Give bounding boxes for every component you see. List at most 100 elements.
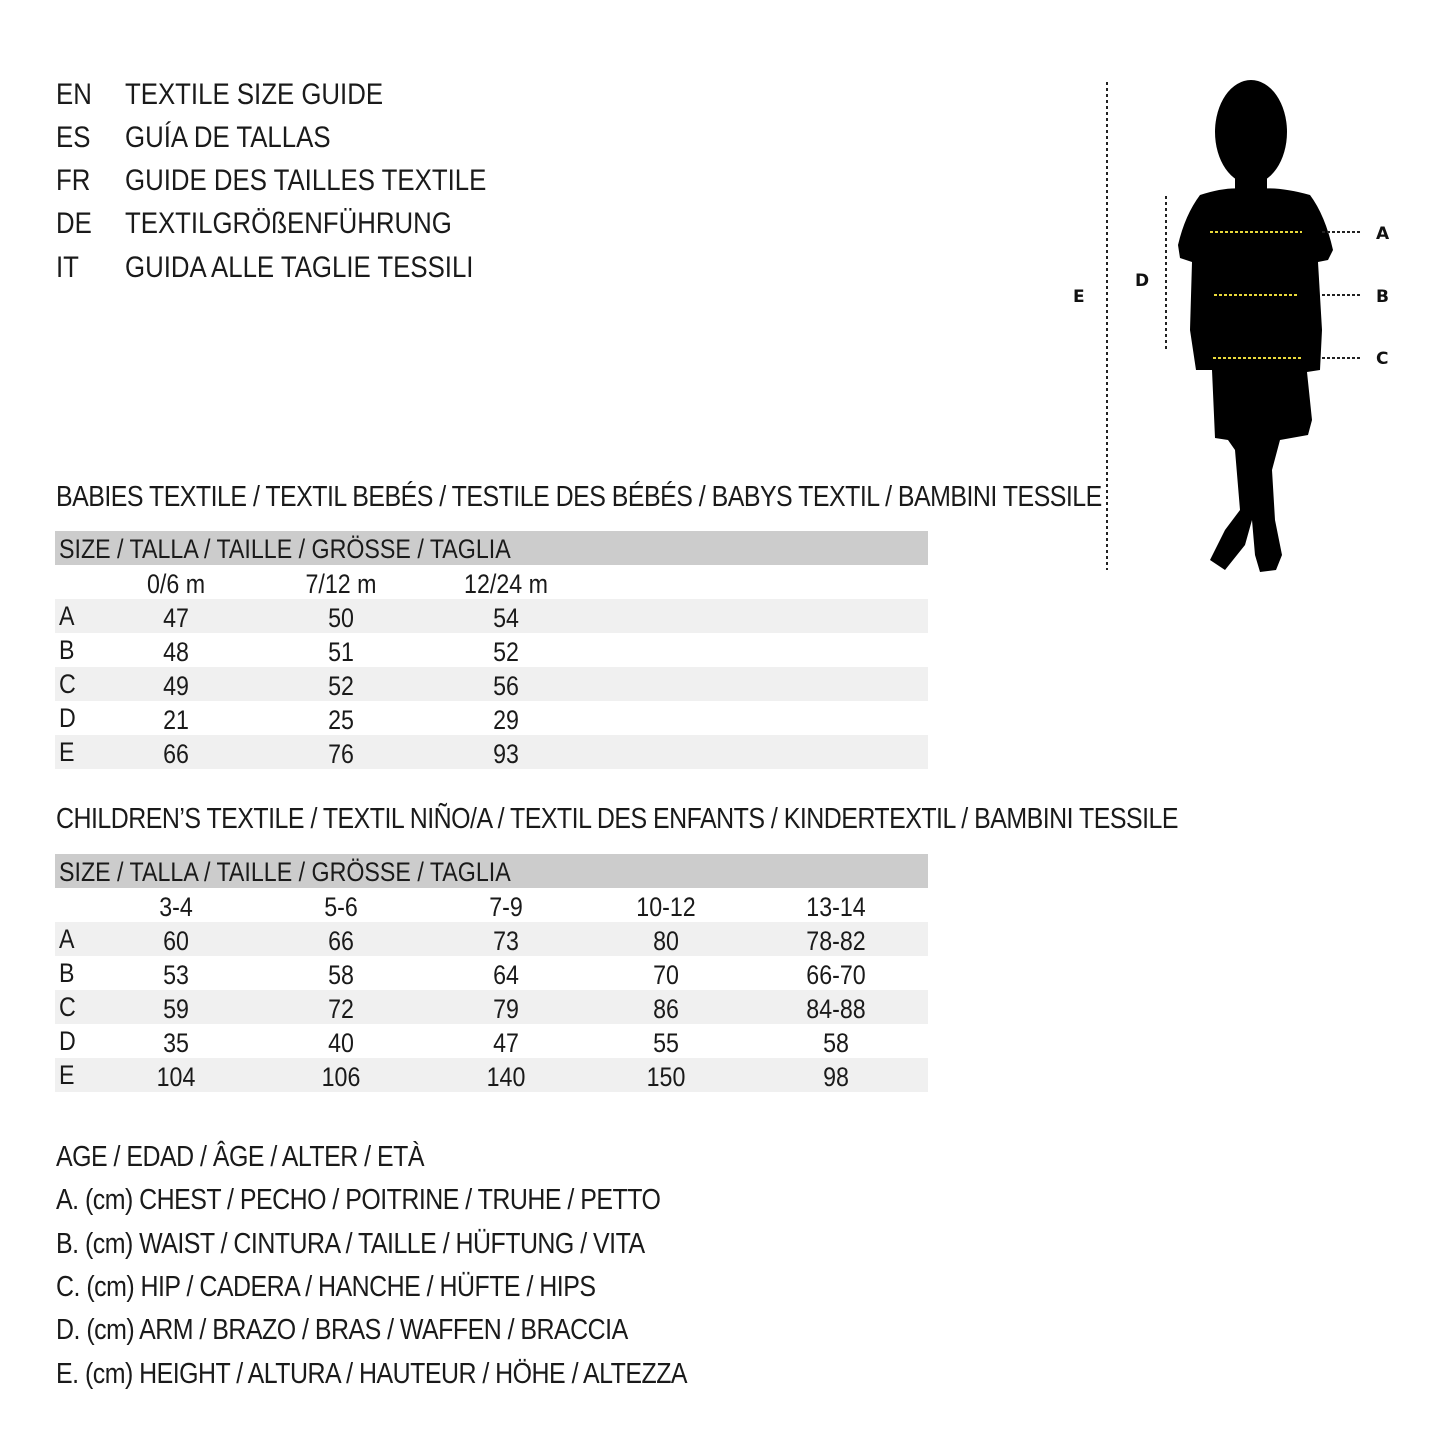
label-b: B [1376, 287, 1389, 307]
column-header: 7-9 [489, 892, 523, 922]
title-text: TEXTILE SIZE GUIDE [125, 78, 384, 111]
table-cell: 35 [163, 1028, 189, 1058]
table-cell: 66 [163, 739, 189, 769]
lang-code: DE [56, 207, 92, 240]
table-cell: 150 [646, 1062, 686, 1092]
label-e: E [1073, 287, 1085, 307]
table-cell: 58 [328, 960, 354, 990]
row-label: B [59, 958, 75, 988]
table-cell: 79 [493, 994, 519, 1024]
table-cell: 59 [163, 994, 189, 1024]
size-header-band: SIZE / TALLA / TAILLE / GRÖSSE / TAGLIA [55, 854, 928, 888]
table-cell: 51 [328, 637, 354, 667]
table-cell: 66 [328, 926, 354, 956]
table-row: B 48 51 52 [55, 633, 928, 667]
lang-code: EN [56, 78, 92, 111]
column-header: 12/24 m [464, 569, 548, 599]
table-cell: 60 [163, 926, 189, 956]
lang-code: FR [56, 164, 91, 197]
column-header-row: 3-4 5-6 7-9 10-12 13-14 [55, 888, 928, 922]
child-silhouette-icon [1178, 80, 1333, 573]
table-cell: 52 [493, 637, 519, 667]
table-cell: 25 [328, 705, 354, 735]
children-section-title: CHILDREN’S TEXTILE / TEXTIL NIÑO/A / TEX… [56, 803, 1179, 835]
label-c: C [1376, 349, 1388, 369]
table-cell: 21 [163, 705, 189, 735]
title-text: GUIDE DES TAILLES TEXTILE [125, 164, 487, 197]
size-header-band: SIZE / TALLA / TAILLE / GRÖSSE / TAGLIA [55, 531, 928, 565]
column-header: 0/6 m [146, 569, 206, 599]
legend-age: AGE / EDAD / ÂGE / ALTER / ETÀ [56, 1141, 424, 1173]
lang-code: IT [56, 251, 79, 284]
row-label: E [59, 737, 75, 767]
table-cell: 48 [163, 637, 189, 667]
table-cell: 47 [493, 1028, 519, 1058]
table-row: A 60 66 73 80 78-82 [55, 922, 928, 956]
title-text: GUÍA DE TALLAS [125, 121, 331, 154]
table-cell: 64 [493, 960, 519, 990]
table-cell: 58 [823, 1028, 849, 1058]
table-cell: 72 [328, 994, 354, 1024]
label-d: D [1135, 271, 1149, 291]
table-cell: 106 [321, 1062, 361, 1092]
table-cell: 93 [493, 739, 519, 769]
table-cell: 104 [156, 1062, 196, 1092]
table-cell: 56 [493, 671, 519, 701]
size-header: SIZE / TALLA / TAILLE / GRÖSSE / TAGLIA [59, 534, 511, 564]
babies-size-table: SIZE / TALLA / TAILLE / GRÖSSE / TAGLIA 0… [55, 531, 928, 769]
column-header: 13-14 [806, 892, 866, 922]
table-cell: 84-88 [806, 994, 866, 1024]
table-row: E 104 106 140 150 98 [55, 1058, 928, 1092]
table-cell: 98 [823, 1062, 849, 1092]
table-cell: 66-70 [806, 960, 866, 990]
table-cell: 73 [493, 926, 519, 956]
table-row: D 35 40 47 55 58 [55, 1024, 928, 1058]
row-label: A [59, 601, 75, 631]
table-cell: 54 [493, 603, 519, 633]
column-header: 5-6 [324, 892, 358, 922]
legend-arm: D. (cm) ARM / BRAZO / BRAS / WAFFEN / BR… [56, 1314, 628, 1346]
table-cell: 40 [328, 1028, 354, 1058]
table-cell: 55 [653, 1028, 679, 1058]
title-text: GUIDA ALLE TAGLIE TESSILI [125, 251, 474, 284]
row-label: B [59, 635, 75, 665]
row-label: E [59, 1060, 75, 1090]
table-cell: 76 [328, 739, 354, 769]
table-cell: 70 [653, 960, 679, 990]
children-size-table: SIZE / TALLA / TAILLE / GRÖSSE / TAGLIA 3… [55, 854, 928, 1092]
column-header: 7/12 m [305, 569, 377, 599]
table-cell: 140 [486, 1062, 526, 1092]
lang-code: ES [56, 121, 91, 154]
table-row: C 59 72 79 86 84-88 [55, 990, 928, 1024]
table-row: A 47 50 54 [55, 599, 928, 633]
column-header-row: 0/6 m 7/12 m 12/24 m [55, 565, 928, 599]
table-cell: 86 [653, 994, 679, 1024]
table-cell: 78-82 [806, 926, 866, 956]
column-header: 3-4 [159, 892, 193, 922]
table-row: D 21 25 29 [55, 701, 928, 735]
label-a: A [1376, 224, 1390, 244]
table-row: E 66 76 93 [55, 735, 928, 769]
table-cell: 53 [163, 960, 189, 990]
table-row: B 53 58 64 70 66-70 [55, 956, 928, 990]
legend-waist: B. (cm) WAIST / CINTURA / TAILLE / HÜFTU… [56, 1228, 645, 1260]
table-cell: 50 [328, 603, 354, 633]
column-header: 10-12 [636, 892, 696, 922]
size-header: SIZE / TALLA / TAILLE / GRÖSSE / TAGLIA [59, 857, 511, 887]
row-label: D [59, 703, 76, 733]
table-row: C 49 52 56 [55, 667, 928, 701]
title-text: TEXTILGRÖßENFÜHRUNG [125, 207, 452, 240]
legend-chest: A. (cm) CHEST / PECHO / POITRINE / TRUHE… [56, 1184, 661, 1216]
row-label: A [59, 924, 75, 954]
table-cell: 80 [653, 926, 679, 956]
table-cell: 47 [163, 603, 189, 633]
table-cell: 29 [493, 705, 519, 735]
row-label: C [59, 669, 76, 699]
row-label: C [59, 992, 76, 1022]
table-cell: 52 [328, 671, 354, 701]
legend-hip: C. (cm) HIP / CADERA / HANCHE / HÜFTE / … [56, 1271, 596, 1303]
row-label: D [59, 1026, 76, 1056]
child-silhouette-figure: E D A B C [1073, 80, 1390, 573]
babies-section-title: BABIES TEXTILE / TEXTIL BEBÉS / TESTILE … [56, 481, 1102, 513]
legend-height: E. (cm) HEIGHT / ALTURA / HAUTEUR / HÖHE… [56, 1358, 688, 1390]
